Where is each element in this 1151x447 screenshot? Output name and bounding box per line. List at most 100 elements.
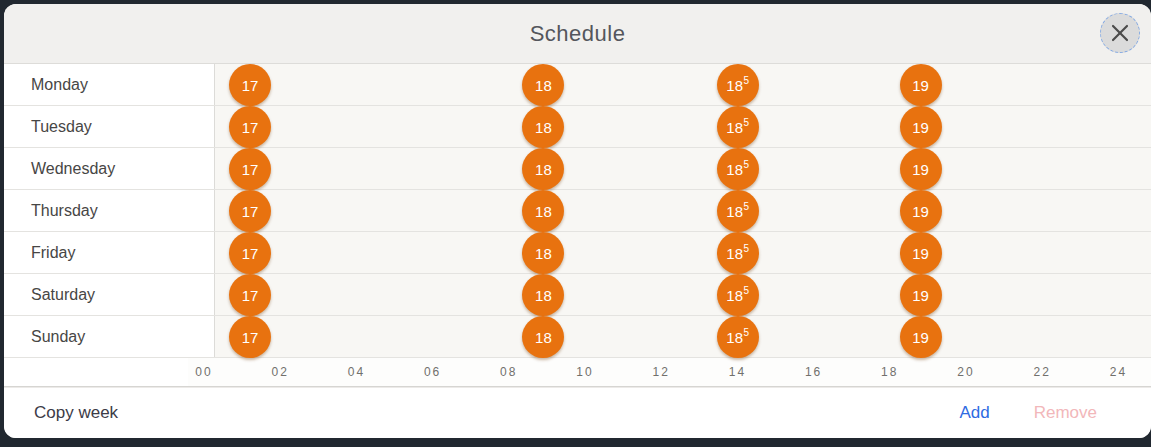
- setpoint-bubble[interactable]: 17: [229, 64, 271, 106]
- setpoint-bubble[interactable]: 17: [229, 316, 271, 358]
- setpoint-temp: 18: [535, 288, 552, 303]
- schedule-row: Thursday 171818519: [4, 190, 1151, 232]
- setpoint-bubble[interactable]: 19: [900, 274, 942, 316]
- setpoint-temp: 18: [726, 288, 743, 303]
- setpoint-bubble[interactable]: 17: [229, 190, 271, 232]
- day-label: Wednesday: [4, 148, 215, 189]
- setpoint-temp: 18: [726, 78, 743, 93]
- axis-tick-label: 06: [424, 365, 441, 379]
- dialog-title: Schedule: [530, 21, 626, 47]
- day-timeline[interactable]: 171818519: [215, 316, 1151, 357]
- day-timeline[interactable]: 171818519: [215, 64, 1151, 105]
- schedule-rows: Monday 171818519 Tuesday 171818519 Wedne…: [4, 64, 1151, 358]
- setpoint-temp-sup: 5: [744, 76, 750, 86]
- setpoint-temp: 18: [726, 120, 743, 135]
- setpoint-temp-sup: 5: [744, 286, 750, 296]
- axis-tick-label: 18: [881, 365, 898, 379]
- axis-tick-label: 20: [957, 365, 974, 379]
- setpoint-temp: 18: [535, 246, 552, 261]
- day-timeline[interactable]: 171818519: [215, 148, 1151, 189]
- axis-track: 00020406081012141618202224: [188, 358, 1151, 386]
- footer-bar: Copy week Add Remove: [4, 387, 1151, 438]
- setpoint-temp-sup: 5: [744, 328, 750, 338]
- setpoint-bubble[interactable]: 185: [717, 148, 759, 190]
- day-timeline[interactable]: 171818519: [215, 274, 1151, 315]
- setpoint-temp: 18: [535, 78, 552, 93]
- axis-tick-label: 22: [1034, 365, 1051, 379]
- setpoint-temp: 18: [726, 204, 743, 219]
- day-label: Friday: [4, 232, 215, 273]
- day-timeline[interactable]: 171818519: [215, 232, 1151, 273]
- setpoint-temp: 17: [242, 162, 259, 177]
- remove-button: Remove: [1034, 403, 1097, 423]
- axis-tick-label: 24: [1110, 365, 1127, 379]
- schedule-dialog: Schedule Monday 171818519 Tuesday 171818…: [4, 4, 1151, 438]
- setpoint-bubble[interactable]: 17: [229, 148, 271, 190]
- copy-week-button[interactable]: Copy week: [34, 403, 118, 423]
- setpoint-bubble[interactable]: 18: [522, 148, 564, 190]
- setpoint-bubble[interactable]: 19: [900, 64, 942, 106]
- setpoint-bubble[interactable]: 19: [900, 232, 942, 274]
- setpoint-bubble[interactable]: 185: [717, 190, 759, 232]
- setpoint-bubble[interactable]: 19: [900, 106, 942, 148]
- setpoint-bubble[interactable]: 19: [900, 148, 942, 190]
- setpoint-temp: 18: [535, 120, 552, 135]
- axis-spacer: [4, 358, 188, 386]
- setpoint-bubble[interactable]: 18: [522, 316, 564, 358]
- setpoint-temp: 18: [535, 330, 552, 345]
- setpoint-temp: 17: [242, 246, 259, 261]
- setpoint-temp: 18: [726, 162, 743, 177]
- axis-tick-label: 10: [576, 365, 593, 379]
- setpoint-bubble[interactable]: 185: [717, 274, 759, 316]
- setpoint-temp: 17: [242, 120, 259, 135]
- setpoint-temp: 19: [912, 120, 929, 135]
- setpoint-bubble[interactable]: 17: [229, 274, 271, 316]
- time-axis: 00020406081012141618202224: [4, 358, 1151, 387]
- setpoint-bubble[interactable]: 185: [717, 316, 759, 358]
- setpoint-temp-sup: 5: [744, 160, 750, 170]
- setpoint-bubble[interactable]: 19: [900, 316, 942, 358]
- close-button[interactable]: [1100, 13, 1140, 53]
- setpoint-temp: 18: [535, 162, 552, 177]
- setpoint-temp: 19: [912, 162, 929, 177]
- schedule-row: Sunday 171818519: [4, 316, 1151, 358]
- schedule-row: Saturday 171818519: [4, 274, 1151, 316]
- setpoint-bubble[interactable]: 19: [900, 190, 942, 232]
- day-label: Tuesday: [4, 106, 215, 147]
- setpoint-bubble[interactable]: 18: [522, 106, 564, 148]
- schedule-row: Monday 171818519: [4, 64, 1151, 106]
- setpoint-temp: 18: [535, 204, 552, 219]
- setpoint-bubble[interactable]: 17: [229, 106, 271, 148]
- setpoint-bubble[interactable]: 18: [522, 232, 564, 274]
- setpoint-temp-sup: 5: [744, 244, 750, 254]
- setpoint-bubble[interactable]: 185: [717, 64, 759, 106]
- setpoint-temp: 19: [912, 288, 929, 303]
- axis-tick-label: 14: [729, 365, 746, 379]
- setpoint-bubble[interactable]: 18: [522, 64, 564, 106]
- dialog-header: Schedule: [4, 4, 1151, 64]
- day-label: Saturday: [4, 274, 215, 315]
- setpoint-temp: 17: [242, 204, 259, 219]
- axis-tick-label: 16: [805, 365, 822, 379]
- setpoint-bubble[interactable]: 17: [229, 232, 271, 274]
- day-label: Thursday: [4, 190, 215, 231]
- setpoint-bubble[interactable]: 18: [522, 274, 564, 316]
- add-button[interactable]: Add: [959, 403, 989, 423]
- axis-tick-label: 00: [195, 365, 212, 379]
- schedule-row: Wednesday 171818519: [4, 148, 1151, 190]
- setpoint-temp: 19: [912, 246, 929, 261]
- day-timeline[interactable]: 171818519: [215, 190, 1151, 231]
- setpoint-bubble[interactable]: 185: [717, 232, 759, 274]
- axis-tick-label: 02: [272, 365, 289, 379]
- close-icon: [1111, 24, 1129, 42]
- setpoint-bubble[interactable]: 185: [717, 106, 759, 148]
- setpoint-temp: 18: [726, 330, 743, 345]
- setpoint-temp: 19: [912, 78, 929, 93]
- setpoint-temp: 17: [242, 78, 259, 93]
- setpoint-bubble[interactable]: 18: [522, 190, 564, 232]
- day-timeline[interactable]: 171818519: [215, 106, 1151, 147]
- setpoint-temp-sup: 5: [744, 202, 750, 212]
- schedule-row: Friday 171818519: [4, 232, 1151, 274]
- setpoint-temp-sup: 5: [744, 118, 750, 128]
- setpoint-temp: 18: [726, 246, 743, 261]
